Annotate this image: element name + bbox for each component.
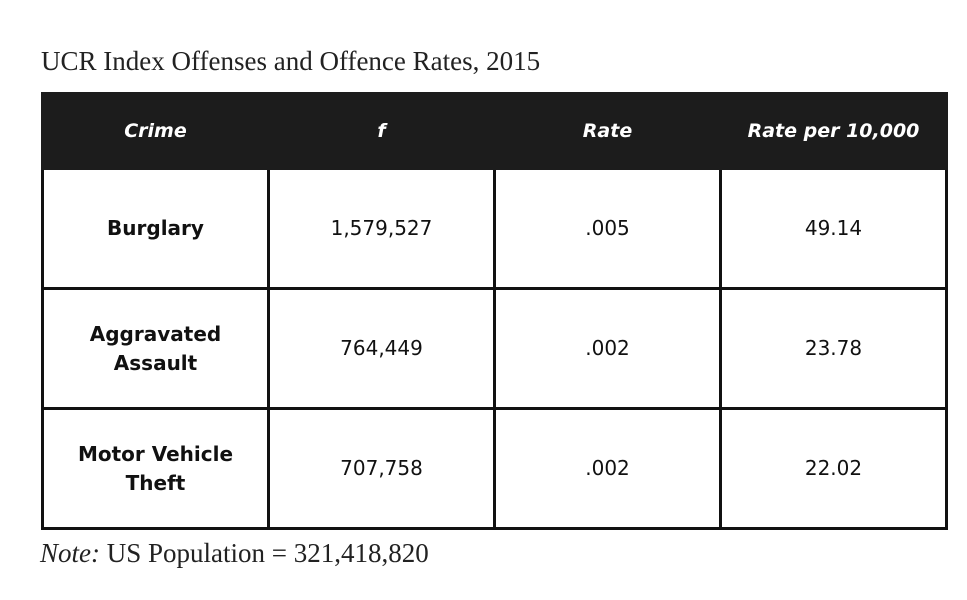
rate-cell: .005 bbox=[493, 167, 722, 290]
rate-cell: .002 bbox=[493, 407, 722, 530]
frequency-cell: 707,758 bbox=[267, 407, 496, 530]
table-row: Burglary 1,579,527 .005 49.14 bbox=[41, 167, 948, 290]
offense-table: Crime f Rate Rate per 10,000 Burglary 1,… bbox=[41, 92, 948, 530]
rate-per-10000-cell: 23.78 bbox=[719, 287, 948, 410]
note-label: Note: bbox=[40, 538, 100, 568]
header-rate-per-10000: Rate per 10,000 bbox=[719, 92, 948, 170]
crime-cell: Burglary bbox=[41, 167, 270, 290]
header-frequency: f bbox=[267, 92, 496, 170]
frequency-cell: 1,579,527 bbox=[267, 167, 496, 290]
table-title: UCR Index Offenses and Offence Rates, 20… bbox=[41, 46, 541, 76]
rate-cell: .002 bbox=[493, 287, 722, 410]
frequency-cell: 764,449 bbox=[267, 287, 496, 410]
rate-per-10000-cell: 22.02 bbox=[719, 407, 948, 530]
rate-per-10000-cell: 49.14 bbox=[719, 167, 948, 290]
crime-cell: Aggravated Assault bbox=[41, 287, 270, 410]
table-row: Motor Vehicle Theft 707,758 .002 22.02 bbox=[41, 407, 948, 530]
crime-cell: Motor Vehicle Theft bbox=[41, 407, 270, 530]
table-row: Aggravated Assault 764,449 .002 23.78 bbox=[41, 287, 948, 410]
note-text: US Population = 321,418,820 bbox=[100, 538, 429, 568]
table-header-row: Crime f Rate Rate per 10,000 bbox=[41, 92, 948, 170]
header-crime: Crime bbox=[41, 92, 270, 170]
table-note: Note: US Population = 321,418,820 bbox=[40, 538, 429, 569]
header-rate: Rate bbox=[493, 92, 722, 170]
